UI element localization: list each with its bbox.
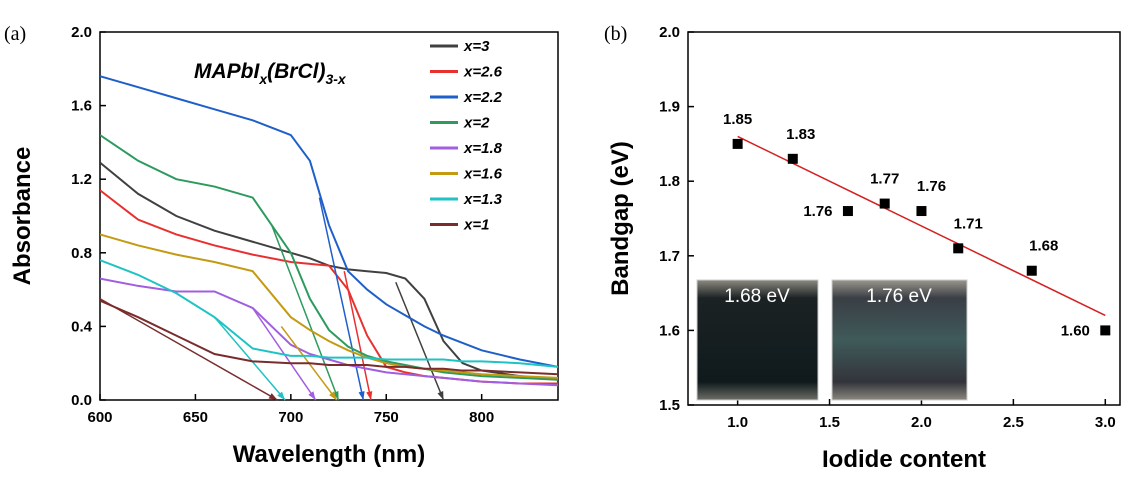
spectrum-line <box>100 75 558 368</box>
data-label: 1.68 <box>1029 238 1058 255</box>
y-tick-label: 0.0 <box>71 392 92 409</box>
legend-label: x=1 <box>463 217 489 234</box>
x-axis-label: Iodide content <box>822 446 986 473</box>
legend-label: x=2.2 <box>463 89 503 106</box>
y-axis-label: Bandgap (eV) <box>607 141 634 296</box>
arrow-head <box>366 391 373 400</box>
y-tick-label: 1.9 <box>659 99 680 116</box>
tangent-arrow <box>213 316 286 401</box>
panel-label: (b) <box>604 23 627 45</box>
title-part: x <box>258 71 268 87</box>
y-tick-label: 1.6 <box>659 322 680 339</box>
spectrum-line <box>100 259 558 368</box>
y-tick-label: 1.6 <box>71 98 92 115</box>
fit-line <box>737 135 1106 317</box>
x-tick-label: 700 <box>278 409 303 426</box>
data-label: 1.71 <box>954 215 983 232</box>
legend-label: x=2.6 <box>463 64 503 81</box>
inset-label: 1.76 eV <box>866 286 932 307</box>
spectrum-line <box>100 233 558 379</box>
tangent-arrow <box>343 271 372 401</box>
data-point <box>732 138 743 149</box>
x-tick-label: 1.5 <box>819 414 840 431</box>
arrow-head <box>277 391 286 400</box>
y-tick-label: 1.5 <box>659 397 680 414</box>
arrow-head <box>308 391 316 400</box>
x-tick-label: 750 <box>374 409 399 426</box>
x-tick-label: 650 <box>183 409 208 426</box>
data-label: 1.85 <box>723 111 752 128</box>
x-tick-label: 800 <box>469 409 494 426</box>
data-point <box>842 206 853 217</box>
y-tick-label: 2.0 <box>659 24 680 41</box>
y-tick-label: 0.4 <box>71 318 93 335</box>
photo-border <box>831 279 968 401</box>
inset-photo <box>697 280 818 400</box>
y-tick-label: 1.2 <box>71 171 92 188</box>
y-axis-label: Absorbance <box>9 147 36 286</box>
spectrum-line <box>100 134 558 381</box>
data-label: 1.77 <box>870 171 899 188</box>
photo-border <box>696 279 819 401</box>
inset-photo <box>832 280 967 400</box>
data-label: 1.76 <box>803 203 832 220</box>
x-axis-label: Wavelength (nm) <box>233 441 425 468</box>
data-label: 1.83 <box>786 126 815 143</box>
data-label: 1.76 <box>917 178 946 195</box>
y-tick-label: 1.7 <box>659 248 680 265</box>
title-part: 3-x <box>325 71 346 87</box>
y-tick-label: 0.8 <box>71 245 92 262</box>
spectrum-line <box>100 277 558 387</box>
chart-title: MAPbIx(BrCl)3-x <box>194 60 347 87</box>
legend-label: x=1.3 <box>463 191 503 208</box>
legend-label: x=1.6 <box>463 166 503 183</box>
arrow-head <box>329 391 337 400</box>
tangent-arrow <box>271 224 340 401</box>
inset-label: 1.68 eV <box>724 286 790 307</box>
legend-label: x=2 <box>463 115 490 132</box>
data-point <box>787 153 798 164</box>
x-tick-label: 600 <box>87 409 112 426</box>
title-part: MAPbI <box>194 60 260 83</box>
tangent-arrow <box>99 298 278 401</box>
title-part: (BrCl) <box>267 60 325 83</box>
arrow-head <box>268 393 278 400</box>
tangent-arrow <box>318 197 365 401</box>
arrow-head <box>358 391 365 400</box>
y-tick-label: 2.0 <box>71 24 92 41</box>
plot-frame <box>687 31 1121 406</box>
legend-label: x=3 <box>463 38 490 55</box>
data-point <box>916 206 927 217</box>
data-point <box>1026 265 1037 276</box>
panel-label: (a) <box>4 23 26 45</box>
arrow-head <box>437 391 444 400</box>
data-label: 1.60 <box>1061 322 1090 339</box>
data-point <box>1100 325 1111 336</box>
spectrum-line <box>100 299 558 376</box>
legend-label: x=1.8 <box>463 140 503 157</box>
plot-frame <box>99 31 559 401</box>
x-tick-label: 2.0 <box>911 414 932 431</box>
x-tick-label: 1.0 <box>727 414 748 431</box>
tangent-arrow <box>395 281 445 401</box>
data-point <box>879 198 890 209</box>
spectrum-line <box>100 161 558 381</box>
x-tick-label: 3.0 <box>1095 414 1116 431</box>
y-tick-label: 1.8 <box>659 173 680 190</box>
data-point <box>953 243 964 254</box>
x-tick-label: 2.5 <box>1003 414 1024 431</box>
